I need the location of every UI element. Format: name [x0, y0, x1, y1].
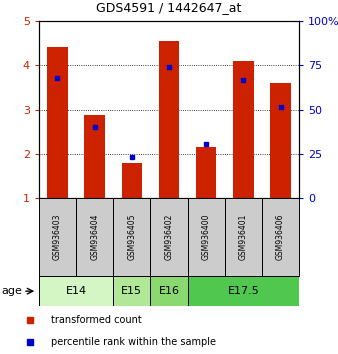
Bar: [47, 47, 68, 198]
Bar: [113, 198, 150, 276]
Text: E15: E15: [121, 286, 142, 296]
Bar: [39, 276, 113, 306]
Text: E16: E16: [159, 286, 179, 296]
Bar: [188, 276, 299, 306]
Text: GSM936403: GSM936403: [53, 214, 62, 261]
Text: E17.5: E17.5: [227, 286, 259, 296]
Bar: [262, 198, 299, 276]
Bar: [122, 163, 142, 198]
Bar: [150, 198, 188, 276]
Text: GSM936406: GSM936406: [276, 214, 285, 261]
Bar: [188, 198, 225, 276]
Bar: [233, 61, 254, 198]
Text: GSM936402: GSM936402: [165, 214, 173, 261]
Text: percentile rank within the sample: percentile rank within the sample: [51, 337, 216, 347]
Text: E14: E14: [66, 286, 87, 296]
Bar: [113, 276, 150, 306]
Bar: [196, 147, 216, 198]
Text: age: age: [2, 286, 23, 296]
Text: transformed count: transformed count: [51, 315, 141, 325]
Bar: [225, 198, 262, 276]
Text: GSM936405: GSM936405: [127, 214, 136, 261]
Text: GDS4591 / 1442647_at: GDS4591 / 1442647_at: [96, 1, 242, 13]
Bar: [159, 41, 179, 198]
Bar: [76, 198, 113, 276]
Text: GSM936401: GSM936401: [239, 214, 248, 261]
Bar: [150, 276, 188, 306]
Bar: [270, 83, 291, 198]
Bar: [84, 115, 105, 198]
Text: GSM936400: GSM936400: [202, 214, 211, 261]
Bar: [39, 198, 76, 276]
Text: GSM936404: GSM936404: [90, 214, 99, 261]
